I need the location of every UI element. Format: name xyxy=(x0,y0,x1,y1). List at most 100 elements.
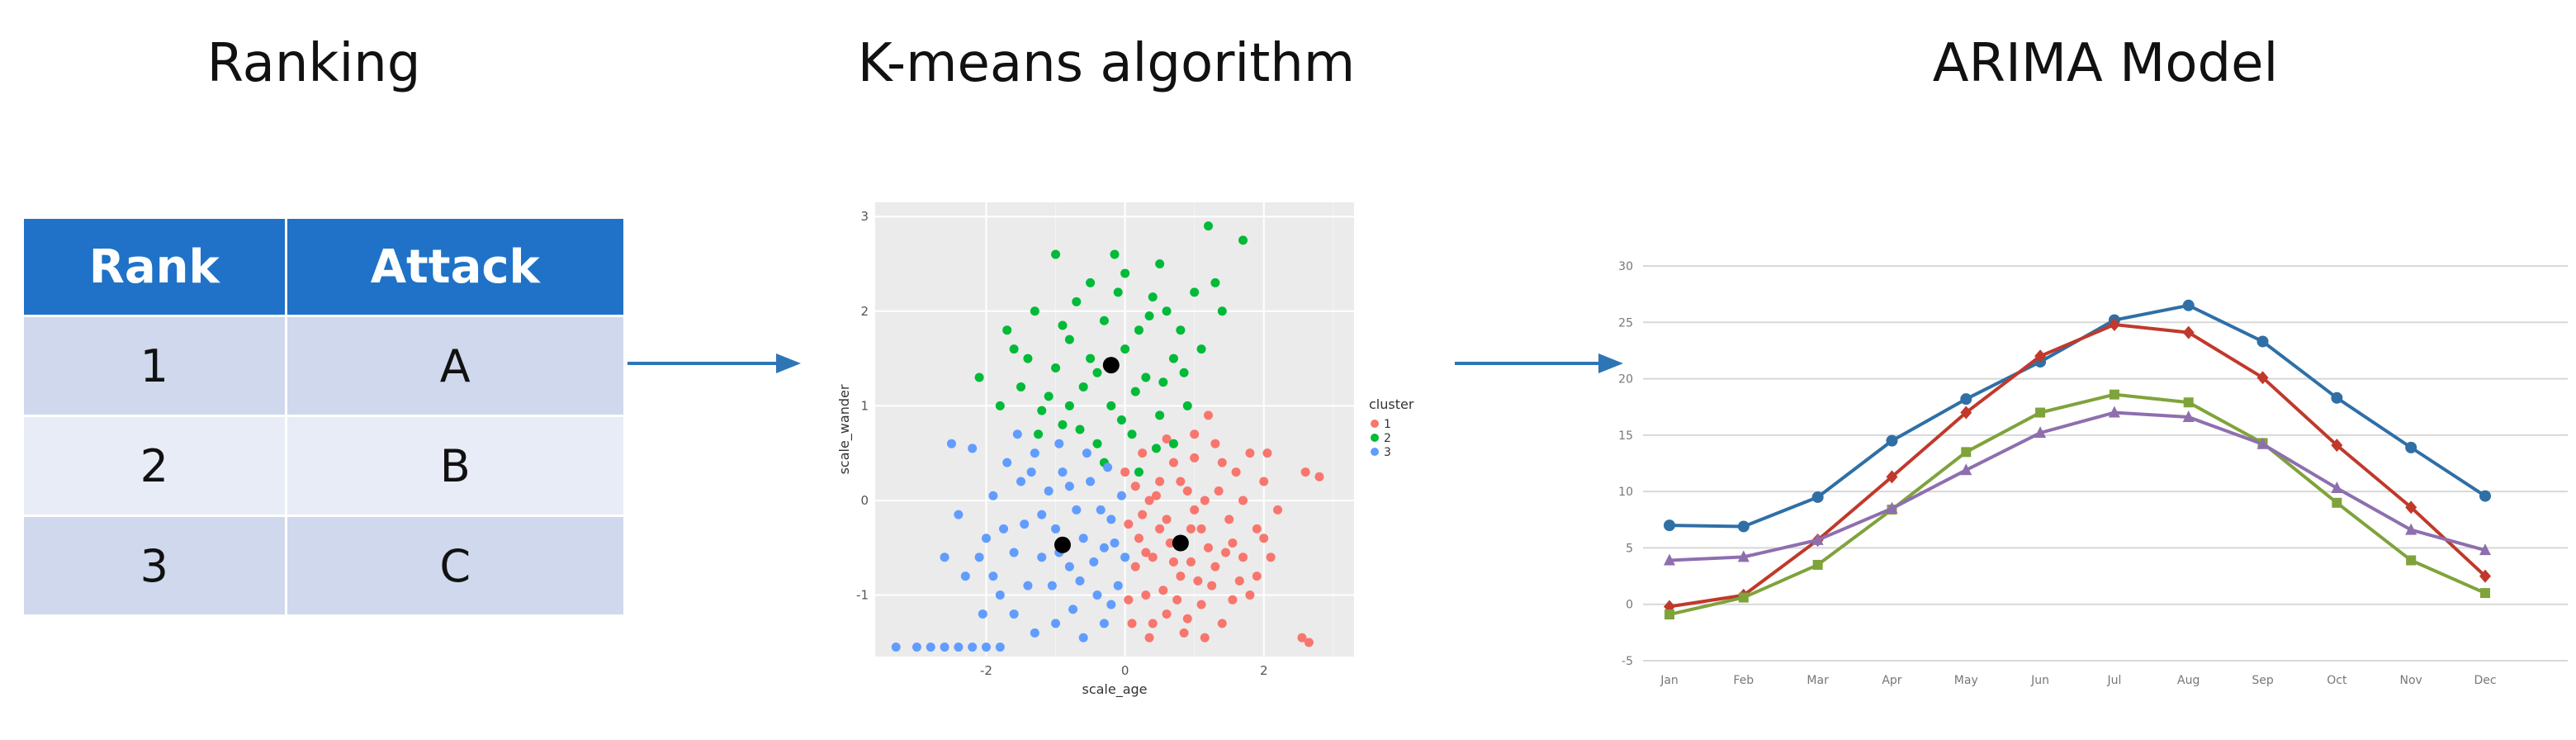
scatter-point xyxy=(1120,467,1130,477)
scatter-point xyxy=(1037,510,1047,519)
scatter-point xyxy=(1203,543,1213,553)
scatter-point xyxy=(1203,221,1213,231)
series-point xyxy=(2034,426,2047,439)
x-tick-label: Feb xyxy=(1733,674,1754,687)
scatter-point xyxy=(1155,477,1165,486)
scatter-point xyxy=(1113,581,1123,591)
scatter-point xyxy=(1092,591,1102,600)
centroid-point xyxy=(1172,534,1189,552)
y-tick-label: 1 xyxy=(860,398,869,413)
scatter-point xyxy=(1120,268,1130,278)
series-point xyxy=(1811,491,1824,503)
scatter-point xyxy=(1051,363,1061,373)
scatter-point xyxy=(1151,444,1161,453)
scatter-point xyxy=(1168,458,1178,467)
scatter-point xyxy=(1106,401,1116,410)
scatter-point xyxy=(1051,619,1061,629)
series-point xyxy=(2182,325,2195,339)
scatter-point xyxy=(1217,619,1227,629)
scatter-point xyxy=(1064,334,1074,344)
x-tick-label: Mar xyxy=(1807,674,1829,687)
scatter-point xyxy=(1099,619,1109,629)
scatter-point xyxy=(988,491,998,500)
scatter-point xyxy=(1075,425,1085,434)
series-point xyxy=(2256,437,2269,449)
scatter-point xyxy=(1138,510,1148,519)
x-tick-label: Sep xyxy=(2252,674,2274,687)
series-point xyxy=(2406,555,2417,566)
scatter-point xyxy=(1064,562,1074,572)
centroid-point xyxy=(1054,536,1071,553)
scatter-point xyxy=(1023,581,1033,591)
scatter-point xyxy=(1124,595,1134,605)
y-axis-label: scale_wander xyxy=(836,384,853,474)
scatter-point xyxy=(1300,467,1310,477)
series-point xyxy=(2256,371,2269,385)
scatter-point xyxy=(1203,410,1213,420)
legend-entry: 2 xyxy=(1384,432,1391,445)
scatter-point xyxy=(1168,439,1178,448)
y-tick-label: 3 xyxy=(860,209,869,224)
scatter-point xyxy=(968,444,978,453)
scatter-point xyxy=(1086,278,1096,287)
scatter-point xyxy=(1200,633,1210,643)
scatter-point xyxy=(1134,325,1144,335)
arrow-head-icon xyxy=(776,353,801,373)
scatter-point xyxy=(1026,467,1036,477)
scatter-point xyxy=(1252,524,1262,534)
scatter-point xyxy=(1099,315,1109,325)
scatter-point xyxy=(1214,486,1224,496)
series-point xyxy=(2479,543,2491,556)
scatter-point xyxy=(1106,600,1116,610)
scatter-point xyxy=(1002,458,1012,467)
scatter-point xyxy=(1297,633,1307,643)
series-point xyxy=(2183,397,2194,408)
x-tick-label: Oct xyxy=(2327,674,2347,687)
scatter-point xyxy=(1120,344,1130,354)
scatter-point xyxy=(1012,429,1022,439)
scatter-point xyxy=(1144,496,1154,505)
series-line xyxy=(1669,303,2487,529)
y-tick-label: 25 xyxy=(1618,316,1633,330)
y-tick-label: 20 xyxy=(1618,373,1633,387)
scatter-point xyxy=(1186,557,1196,567)
scatter-point xyxy=(1168,557,1178,567)
series-point xyxy=(1886,470,1898,484)
series-point xyxy=(1737,550,1750,562)
scatter-point xyxy=(978,609,987,619)
scatter-point xyxy=(1075,576,1085,586)
scatter-point xyxy=(1064,401,1074,410)
scatter-point xyxy=(1262,448,1272,458)
scatter-point xyxy=(1179,368,1189,377)
scatter-point xyxy=(974,553,984,562)
x-tick-label: Aug xyxy=(2177,674,2200,687)
scatter-point xyxy=(1259,477,1269,486)
scatter-point xyxy=(1110,249,1120,259)
attack-cell: C xyxy=(284,515,626,617)
scatter-point xyxy=(1172,595,1182,605)
series-point xyxy=(2331,391,2343,404)
legend-title: cluster xyxy=(1369,396,1414,412)
scatter-point xyxy=(968,643,978,652)
legend-entry: 1 xyxy=(1384,418,1391,431)
table-header-row: Rank Attack xyxy=(21,216,626,317)
scatter-point xyxy=(1238,553,1248,562)
scatter-point xyxy=(1155,524,1165,534)
scatter-point xyxy=(1252,572,1262,581)
scatter-point xyxy=(1200,496,1210,505)
scatter-point xyxy=(1228,595,1238,605)
scatter-point xyxy=(1096,505,1106,515)
ranking-title: Ranking xyxy=(206,33,421,94)
scatter-point xyxy=(1127,429,1137,439)
scatter-point xyxy=(1116,415,1126,425)
series-point xyxy=(2109,389,2119,400)
scatter-point xyxy=(1103,462,1113,472)
scatter-point xyxy=(1082,448,1091,458)
y-tick-label: -1 xyxy=(856,588,869,603)
x-tick-label: 2 xyxy=(1260,663,1268,678)
scatter-point xyxy=(1144,633,1154,643)
scatter-point xyxy=(1020,519,1030,529)
series-point xyxy=(2108,406,2120,418)
scatter-point xyxy=(1009,344,1019,354)
scatter-point xyxy=(1176,325,1186,335)
